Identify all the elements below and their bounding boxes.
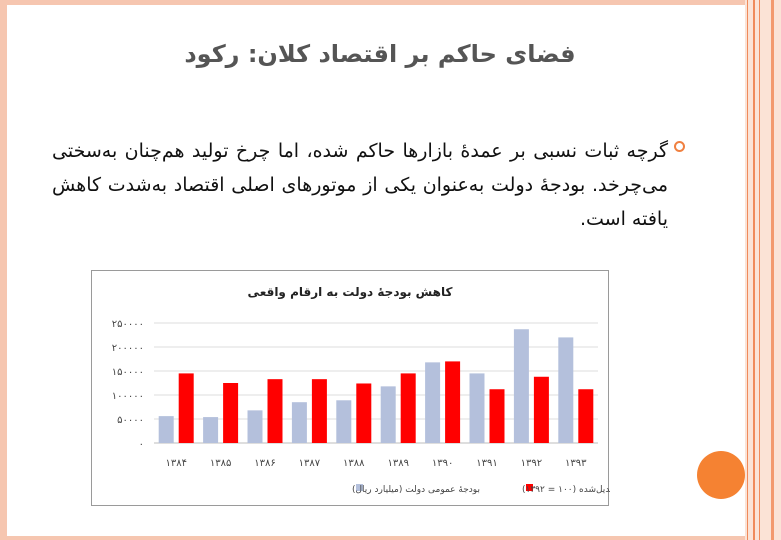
bar-nominal-budget <box>469 373 485 443</box>
decorative-orange-circle <box>697 451 745 499</box>
slide-body-text: گرچه ثبات نسبی بر عمدهٔ بازارها حاکم شده… <box>52 140 668 230</box>
bar-adjusted-budget <box>356 383 372 443</box>
bar-nominal-budget <box>380 386 396 443</box>
x-tick-label: ۱۳۸۴ <box>165 458 186 469</box>
y-tick-label: ۲۰۰۰۰۰ <box>112 343 144 354</box>
decorative-line <box>759 0 760 540</box>
bar-nominal-budget <box>247 410 263 443</box>
slide-top-border <box>0 0 781 5</box>
legend-label-adjusted: بودجهٔ تعدیل‌شده (۱۰۰ = ۱۳۹۲) <box>522 485 610 495</box>
decorative-line <box>747 0 748 540</box>
chart-plot-area: ۰ ۵۰۰۰۰ ۱۰۰۰۰۰ ۱۵۰۰۰۰ ۲۰۰۰۰۰ ۲۵۰۰۰۰ ۱۳۸۴ ۱۳۸۵ ۱۳… <box>112 319 610 495</box>
chart-title: کاهش بودجهٔ دولت به ارقام واقعی <box>247 285 453 299</box>
bar-adjusted-budget <box>489 389 505 443</box>
bar-chart: کاهش بودجهٔ دولت به ارقام واقعی ۰ ۵۰۰۰۰ ۱۰… <box>91 270 610 506</box>
y-tick-label: ۵۰۰۰۰ <box>117 415 144 426</box>
slide-bottom-border <box>0 536 781 540</box>
x-tick-label: ۱۳۹۰ <box>432 458 453 469</box>
slide-left-border <box>0 0 7 540</box>
bar-adjusted-budget <box>578 389 594 443</box>
x-tick-label: ۱۳۸۹ <box>387 458 408 469</box>
x-tick-label: ۱۳۸۷ <box>299 458 321 469</box>
x-tick-label: ۱۳۹۱ <box>476 458 497 469</box>
bar-adjusted-budget <box>400 373 416 443</box>
bar-nominal-budget <box>158 416 174 443</box>
x-tick-label: ۱۳۸۸ <box>343 458 365 469</box>
y-tick-label: ۲۵۰۰۰۰ <box>112 319 144 330</box>
bar-adjusted-budget <box>445 361 461 443</box>
legend-label-nominal: بودجهٔ عمومی دولت (میلیارد ریال) <box>352 485 480 495</box>
bar-nominal-budget <box>513 329 529 443</box>
bar-adjusted-budget <box>223 383 239 443</box>
x-tick-label: ۱۳۹۲ <box>521 458 542 469</box>
decorative-line <box>753 0 755 540</box>
y-tick-label: ۱۵۰۰۰۰ <box>112 367 144 378</box>
bar-nominal-budget <box>425 362 441 443</box>
bullet-circle-icon <box>674 141 685 152</box>
bar-adjusted-budget <box>533 376 549 443</box>
bar-nominal-budget <box>203 417 219 443</box>
y-tick-label: ۱۰۰۰۰۰ <box>112 391 144 402</box>
bar-adjusted-budget <box>311 379 327 443</box>
decorative-right-band <box>745 0 781 540</box>
slide-title: فضای حاکم بر اقتصاد کلان: رکود <box>184 40 576 68</box>
legend-swatch-adjusted <box>526 484 533 491</box>
x-tick-label: ۱۳۹۳ <box>565 458 587 469</box>
x-tick-label: ۱۳۸۶ <box>254 458 275 469</box>
bar-nominal-budget <box>558 337 574 443</box>
y-tick-label: ۰ <box>139 439 144 450</box>
x-tick-label: ۱۳۸۵ <box>210 458 231 469</box>
bar-adjusted-budget <box>267 379 283 443</box>
decorative-line <box>771 0 774 540</box>
bar-nominal-budget <box>336 400 352 443</box>
bar-nominal-budget <box>291 402 307 443</box>
legend-swatch-nominal <box>356 484 363 491</box>
bar-adjusted-budget <box>178 373 194 443</box>
